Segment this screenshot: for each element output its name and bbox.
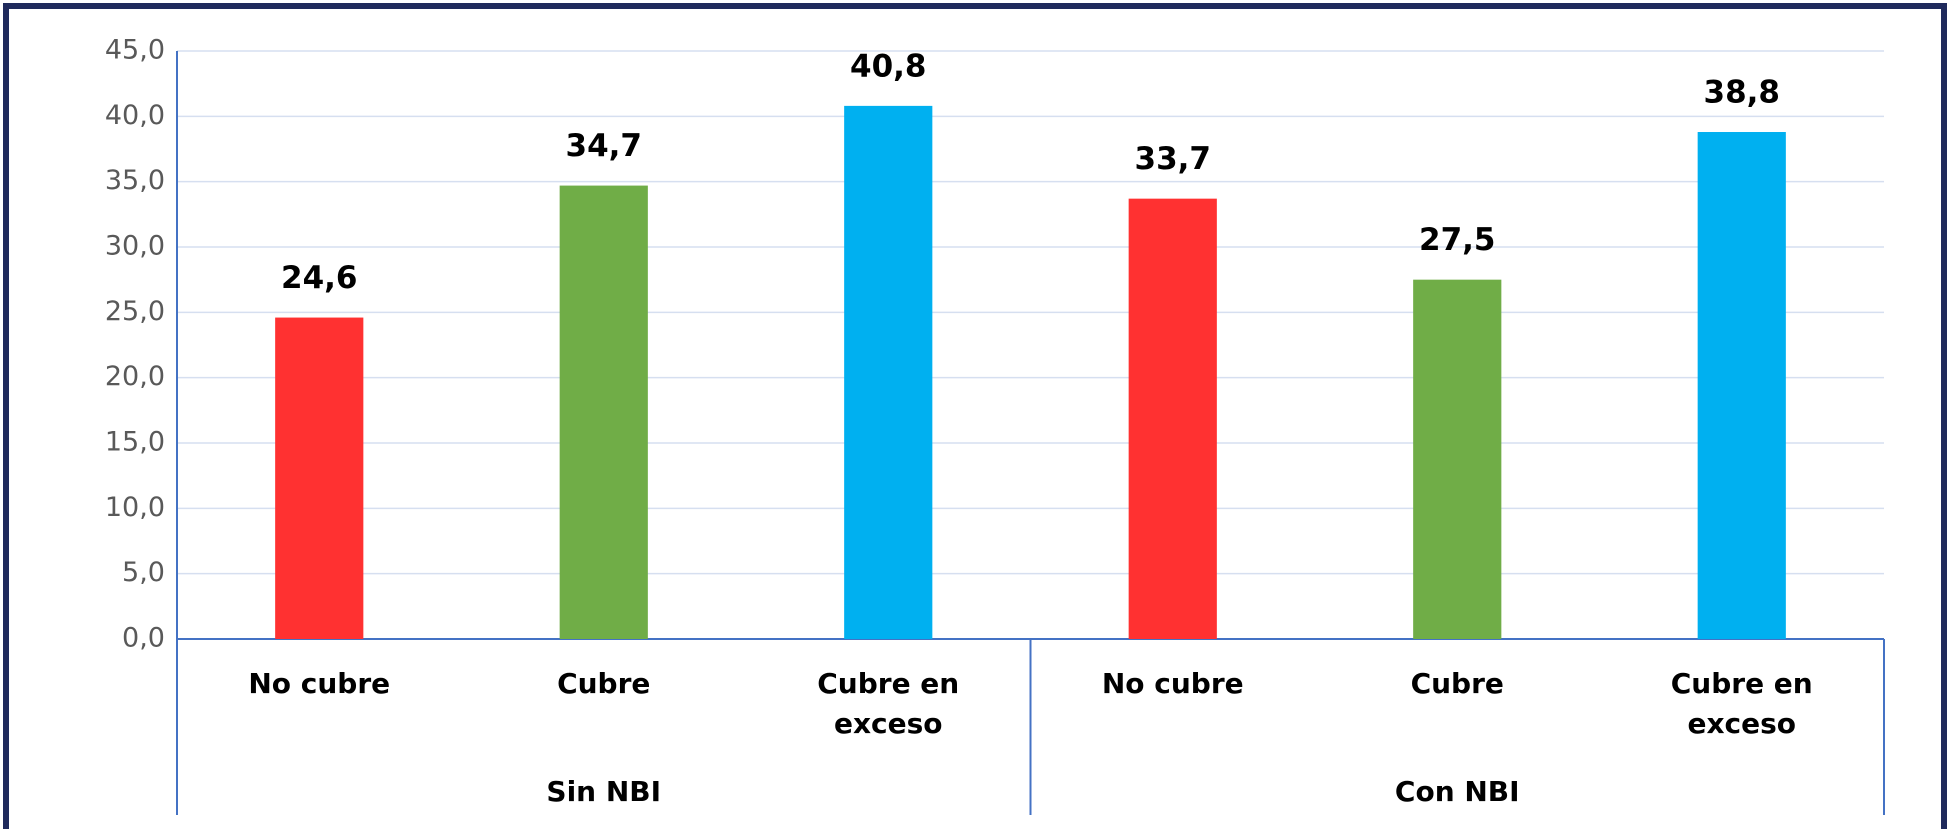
y-tick-label: 30,0 (105, 231, 165, 262)
data-label: 27,5 (1419, 222, 1496, 258)
data-label: 24,6 (281, 260, 358, 296)
bar (559, 185, 648, 639)
bar (1128, 198, 1217, 640)
y-tick-label: 15,0 (105, 427, 165, 458)
y-tick-label: 40,0 (105, 100, 165, 131)
data-label: 33,7 (1135, 141, 1212, 177)
x-tick-label: Cubre en exceso (1670, 667, 1813, 740)
x-tick-label: Cubre en exceso (817, 667, 960, 740)
data-label: 34,7 (566, 128, 643, 164)
y-tick-label: 45,0 (105, 35, 165, 66)
y-tick-label: 0,0 (122, 623, 165, 654)
y-tick-label: 10,0 (105, 492, 165, 523)
group-label: Sin NBI (546, 775, 662, 808)
x-tick-label: No cubre (1101, 667, 1244, 700)
bar (1413, 279, 1502, 639)
group-label: Con NBI (1394, 775, 1520, 808)
x-tick-label: No cubre (248, 667, 391, 700)
y-tick-label: 35,0 (105, 165, 165, 196)
bar (844, 105, 933, 639)
frame (3, 3, 1947, 829)
data-label: 40,8 (850, 48, 927, 84)
data-label: 38,8 (1704, 75, 1781, 111)
x-tick-label: Cubre (557, 667, 651, 700)
x-tick-label: Cubre (1410, 667, 1504, 700)
y-tick-label: 20,0 (105, 361, 165, 392)
bar (275, 317, 364, 639)
y-tick-label: 5,0 (122, 557, 165, 588)
bar (1697, 132, 1786, 639)
y-tick-label: 25,0 (105, 296, 165, 327)
